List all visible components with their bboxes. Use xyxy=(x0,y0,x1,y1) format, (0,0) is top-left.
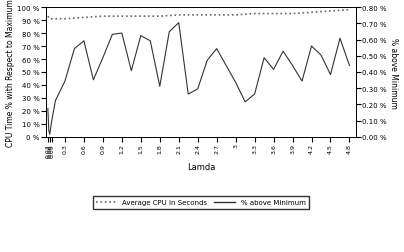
Legend: Average CPU in Seconds, % above Minimum: Average CPU in Seconds, % above Minimum xyxy=(93,196,309,209)
X-axis label: Lamda: Lamda xyxy=(187,163,215,172)
Y-axis label: % above Minimum: % above Minimum xyxy=(389,37,398,108)
Y-axis label: CPU Time % with Respect to Maximum: CPU Time % with Respect to Maximum xyxy=(6,0,15,146)
